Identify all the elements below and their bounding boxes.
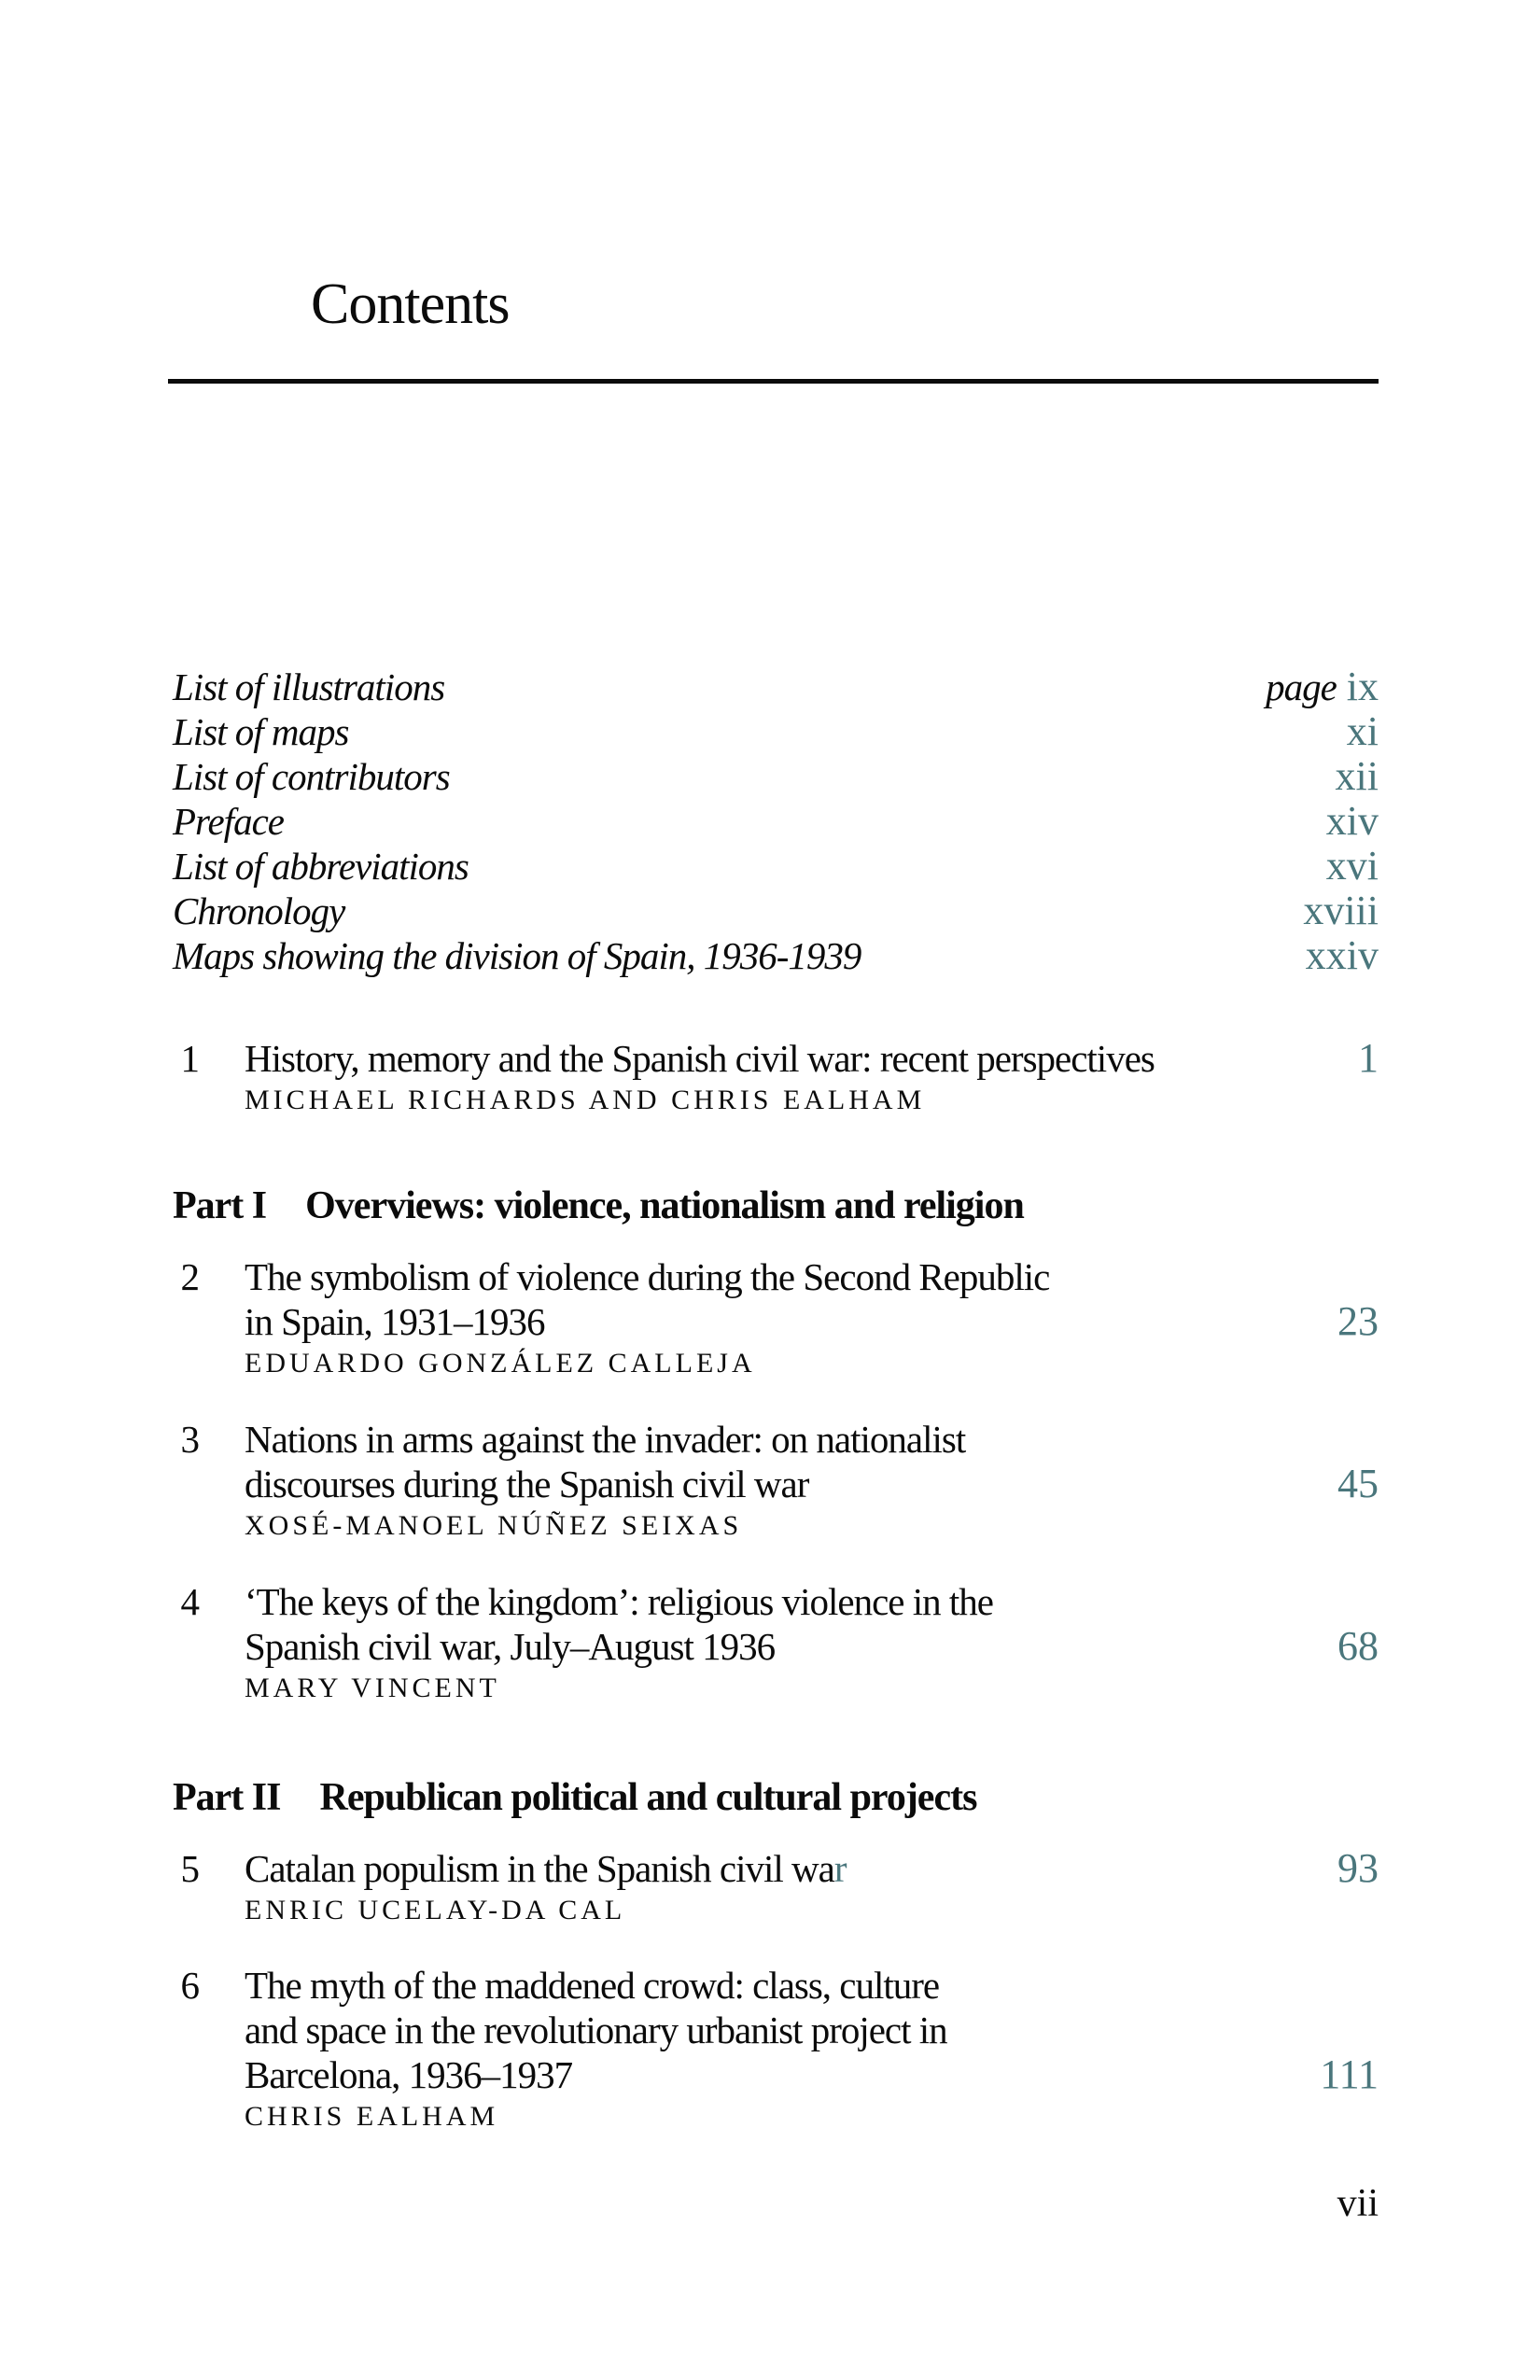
page-number: xviii bbox=[1303, 888, 1379, 933]
part-heading-2: Part II Republican political and cultural… bbox=[173, 1775, 1379, 1820]
front-matter-label: Preface bbox=[173, 800, 285, 843]
chapter-title-text: Catalan populism in the Spanish civil wa bbox=[245, 1847, 835, 1890]
chapter-title-line: Catalan populism in the Spanish civil wa… bbox=[245, 1846, 1379, 1891]
chapter-number: 5 bbox=[180, 1847, 201, 1890]
chapter-page-number: 68 bbox=[1337, 1623, 1379, 1669]
page-title: Contents bbox=[311, 273, 510, 336]
chapter-title-line: ‘The keys of the kingdom’: religious vio… bbox=[245, 1580, 994, 1623]
chapter-title-accent-letter: r bbox=[833, 1847, 847, 1890]
part-title: Overviews: violence, nationalism and rel… bbox=[305, 1184, 1025, 1227]
part-label: Part I bbox=[173, 1184, 267, 1227]
front-matter-item: List of maps xi bbox=[173, 709, 1379, 754]
chapter-author: CHRIS EALHAM bbox=[245, 2101, 499, 2132]
toc-entry-chapter-4: 4 ‘The keys of the kingdom’: religious v… bbox=[173, 1579, 1379, 1707]
page-word: page bbox=[1266, 665, 1337, 708]
chapter-title-line: Nations in arms against the invader: on … bbox=[245, 1418, 966, 1461]
chapter-title-line: discourses during the Spanish civil war bbox=[245, 1463, 809, 1505]
chapter-author: ENRIC UCELAY-DA CAL bbox=[245, 1895, 626, 1925]
toc-entry-chapter-1: 1 History, memory and the Spanish civil … bbox=[173, 1036, 1379, 1119]
page-number: xxiv bbox=[1305, 932, 1379, 978]
front-matter-list: List of illustrations page ix List of map… bbox=[173, 665, 1379, 978]
page-number: ix bbox=[1346, 664, 1379, 709]
chapter-title-line: in Spain, 1931–1936 bbox=[245, 1300, 546, 1343]
front-matter-label: List of abbreviations bbox=[173, 845, 469, 888]
toc-entry-chapter-6: 6 The myth of the maddened crowd: class,… bbox=[173, 1963, 1379, 2135]
chapter-page-number: 1 bbox=[1358, 1035, 1379, 1081]
toc-entry-chapter-2: 2 The symbolism of violence during the S… bbox=[173, 1254, 1379, 1382]
chapter-author: XOSÉ-MANOEL NÚÑEZ SEIXAS bbox=[245, 1510, 743, 1541]
chapter-page-number: 111 bbox=[1320, 2051, 1379, 2097]
page-number: xvi bbox=[1325, 843, 1379, 889]
chapter-title-line: The myth of the maddened crowd: class, c… bbox=[245, 1964, 940, 2007]
toc-entry-chapter-3: 3 Nations in arms against the invader: o… bbox=[173, 1417, 1379, 1545]
front-matter-item: List of abbreviations xvi bbox=[173, 844, 1379, 889]
chapter-number: 1 bbox=[180, 1037, 201, 1080]
front-matter-label: List of contributors bbox=[173, 755, 451, 798]
front-matter-label: List of maps bbox=[173, 710, 349, 753]
chapter-title-line: The symbolism of violence during the Sec… bbox=[245, 1255, 1050, 1298]
page-number: xiv bbox=[1325, 798, 1379, 844]
chapter-author: MARY VINCENT bbox=[245, 1673, 500, 1703]
chapter-page-number: 93 bbox=[1337, 1845, 1379, 1891]
chapter-number: 4 bbox=[180, 1580, 201, 1623]
chapter-number: 2 bbox=[180, 1255, 201, 1298]
part-title: Republican political and cultural projec… bbox=[319, 1776, 977, 1819]
chapter-number: 3 bbox=[180, 1418, 201, 1461]
front-matter-label: Maps showing the division of Spain, 1936… bbox=[173, 934, 861, 977]
front-matter-item: Preface xiv bbox=[173, 799, 1379, 844]
front-matter-label: Chronology bbox=[173, 889, 345, 932]
page-number: xi bbox=[1346, 708, 1379, 754]
title-rule bbox=[168, 379, 1379, 384]
front-matter-item: Maps showing the division of Spain, 1936… bbox=[173, 933, 1379, 978]
page-number: xii bbox=[1335, 753, 1379, 799]
chapter-title-line: History, memory and the Spanish civil wa… bbox=[245, 1037, 1155, 1080]
front-matter-item: List of illustrations page ix bbox=[173, 665, 1379, 709]
chapter-page-number: 23 bbox=[1337, 1298, 1379, 1344]
folio-page-number: vii bbox=[1337, 2182, 1379, 2225]
chapter-title-line: Spanish civil war, July–August 1936 bbox=[245, 1625, 776, 1668]
chapter-title-line: Barcelona, 1936–1937 bbox=[245, 2053, 573, 2096]
front-matter-label: List of illustrations bbox=[173, 665, 445, 708]
part-label: Part II bbox=[173, 1776, 281, 1819]
chapter-title-line: and space in the revolutionary urbanist … bbox=[245, 2009, 948, 2051]
toc-entry-chapter-5: 5 Catalan populism in the Spanish civil … bbox=[173, 1846, 1379, 1929]
chapter-number: 6 bbox=[180, 1964, 201, 2007]
front-matter-item: List of contributors xii bbox=[173, 754, 1379, 799]
chapter-page-number: 45 bbox=[1337, 1461, 1379, 1506]
chapter-author: EDUARDO GONZÁLEZ CALLEJA bbox=[245, 1348, 756, 1379]
front-matter-pageref: page ix bbox=[1266, 665, 1379, 709]
front-matter-item: Chronology xviii bbox=[173, 889, 1379, 933]
part-heading-1: Part I Overviews: violence, nationalism a… bbox=[173, 1183, 1379, 1228]
chapter-author: MICHAEL RICHARDS AND CHRIS EALHAM bbox=[245, 1085, 926, 1115]
